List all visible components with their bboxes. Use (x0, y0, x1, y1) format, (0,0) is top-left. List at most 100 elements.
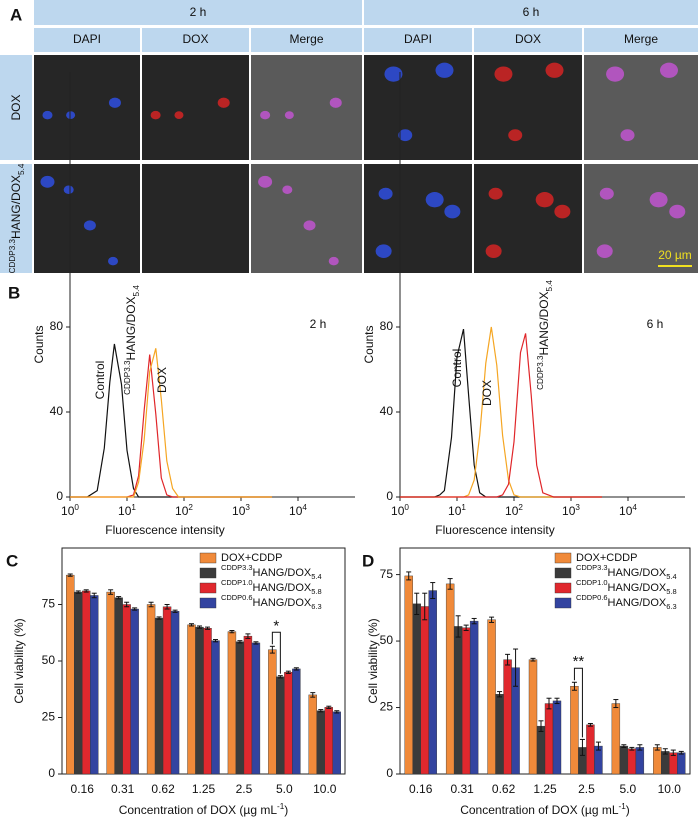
error-bar (414, 592, 420, 615)
x-tick-label: 10.0 (658, 782, 682, 796)
error-bar (293, 667, 299, 671)
x-tick-label: 5.0 (276, 782, 293, 796)
text-part: 2 (188, 503, 193, 512)
x-tick-label: 100 (391, 503, 409, 519)
header-cell (34, 0, 362, 25)
panel-letter: B (8, 283, 20, 302)
text-part: 6.3 (311, 602, 321, 611)
bar (611, 703, 621, 775)
significance-bracket (573, 667, 583, 738)
text-part: 10 (619, 504, 633, 518)
error-bar (285, 670, 291, 674)
x-tick-label: 1.25 (533, 782, 557, 796)
x-tick-label: 103 (562, 503, 580, 519)
error-bar (670, 749, 676, 756)
row-label: DOX (9, 94, 23, 120)
cell-nucleus (328, 256, 339, 266)
channel-header: DAPI (73, 32, 101, 46)
micrograph (364, 55, 472, 160)
text-part: 2 (518, 503, 523, 512)
bar (308, 694, 317, 775)
text-part: 5.4 (132, 285, 141, 297)
time-header: 2 h (190, 5, 207, 19)
bar (453, 626, 463, 775)
text-part: 3 (245, 503, 250, 512)
text-part: 10 (175, 504, 189, 518)
x-tick-label: 10.0 (313, 782, 337, 796)
text-part: CDDP3.3 (123, 360, 132, 395)
header-cell (474, 28, 582, 52)
error-bar (629, 746, 635, 751)
error-bar (489, 616, 495, 623)
text-part: ) (284, 803, 288, 817)
x-tick-label: 102 (505, 503, 523, 519)
row-label: CDDP3.3HANG/DOX5.4 (8, 163, 26, 273)
cell-nucleus (66, 111, 76, 119)
error-bar (571, 681, 577, 691)
legend-label: CDDP0.6HANG/DOX6.3 (221, 593, 322, 611)
text-part: 1 (131, 503, 136, 512)
y-axis-title: Cell viability (%) (366, 618, 380, 703)
bar (162, 606, 172, 775)
significance-label: * (273, 617, 279, 634)
time-annotation: 2 h (310, 317, 327, 331)
legend-swatch (554, 567, 572, 579)
cell-nucleus (329, 97, 342, 108)
channel-header: DAPI (404, 32, 432, 46)
x-tick-label: 104 (289, 503, 307, 519)
cell-nucleus (620, 129, 635, 142)
channel-header: Merge (624, 32, 658, 46)
legend-label: CDDP3.3HANG/DOX5.4 (221, 563, 322, 581)
error-bar (172, 609, 178, 613)
bar (412, 603, 421, 775)
legend-label: CDDP0.6HANG/DOX6.3 (576, 593, 677, 611)
micrograph (251, 55, 362, 160)
y-axis-title: Counts (362, 325, 376, 363)
x-tick-label: 100 (61, 503, 79, 519)
bar (243, 635, 253, 775)
x-tick-label: 102 (175, 503, 193, 519)
x-tick-label: 0.16 (409, 782, 433, 796)
header-cell (364, 0, 698, 25)
text-part: HANG/DOX (537, 291, 551, 355)
cell-nucleus (659, 62, 678, 78)
bar (106, 591, 115, 775)
error-bar (505, 653, 511, 666)
text-part: HANG/DOX (608, 567, 667, 579)
legend-label: DOX+CDDP (221, 552, 282, 564)
text-part: 5.8 (666, 587, 676, 596)
channel-header: DOX (182, 32, 208, 46)
error-bar (430, 582, 436, 600)
significance-label: ** (573, 653, 585, 670)
bar (211, 640, 220, 775)
bar (536, 725, 546, 775)
x-tick-label: 0.62 (492, 782, 516, 796)
bar (661, 751, 670, 775)
cell-nucleus (282, 185, 293, 195)
cell-nucleus (485, 244, 502, 258)
text-part: 0 (74, 503, 79, 512)
header-cell (142, 28, 249, 52)
error-bar (318, 709, 324, 713)
cell-nucleus (535, 192, 554, 208)
cell-nucleus (108, 97, 121, 108)
bar (461, 627, 471, 775)
error-bar (205, 626, 210, 630)
bar (82, 590, 91, 775)
curve-label: DOX (480, 380, 494, 406)
curve-label: Control (450, 349, 464, 388)
histogram-line (400, 333, 602, 498)
x-tick-label: 2.5 (236, 782, 253, 796)
text-part: CDDP3.3 (576, 563, 608, 572)
text-part: 10 (391, 504, 405, 518)
x-tick-label: 1.25 (192, 782, 216, 796)
cell-nucleus (669, 204, 686, 219)
bar (154, 617, 164, 775)
error-bar (554, 697, 560, 705)
cell-nucleus (284, 111, 294, 119)
legend-swatch (554, 597, 572, 609)
time-header: 6 h (523, 5, 540, 19)
bar (227, 631, 237, 775)
error-bar (455, 615, 461, 638)
error-bar (587, 722, 593, 727)
